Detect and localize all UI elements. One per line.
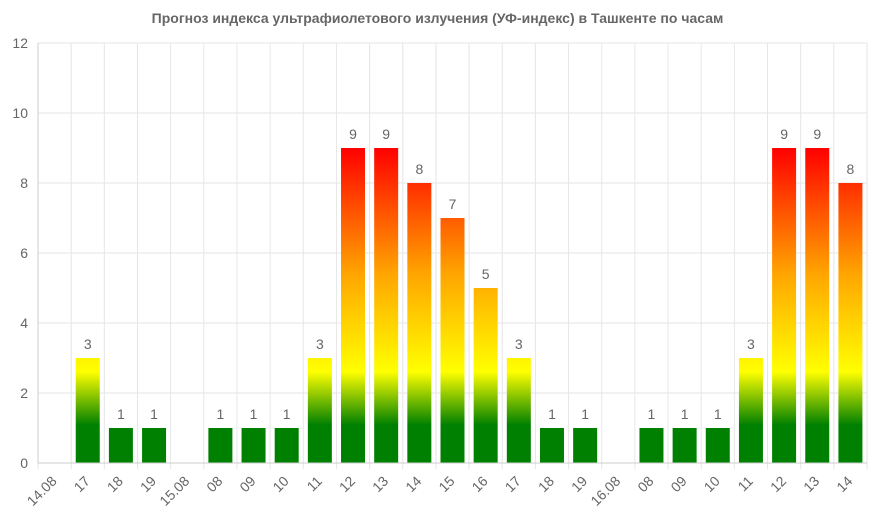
bar-value-label: 9 <box>813 126 821 142</box>
x-tick-label: 09 <box>236 473 258 495</box>
x-tick-label: 17 <box>71 473 93 495</box>
bar-value-label: 5 <box>482 266 490 282</box>
bar <box>738 358 763 463</box>
bar-value-label: 9 <box>349 126 357 142</box>
y-tick-label: 4 <box>20 315 28 331</box>
bar <box>374 148 399 463</box>
bar-value-label: 1 <box>250 406 258 422</box>
x-tick-label: 14.08 <box>24 473 60 509</box>
y-tick-label: 2 <box>20 385 28 401</box>
x-tick-label: 16.08 <box>587 473 623 509</box>
x-tick-label: 11 <box>303 473 325 495</box>
x-tick-label: 18 <box>104 473 126 495</box>
x-tick-label: 08 <box>203 473 225 495</box>
bar-value-label: 1 <box>681 406 689 422</box>
x-tick-label: 16 <box>468 473 490 495</box>
bar <box>639 428 664 463</box>
bar-value-label: 1 <box>216 406 224 422</box>
x-tick-label: 18 <box>535 473 557 495</box>
x-tick-label: 12 <box>336 473 358 495</box>
bar <box>440 218 465 463</box>
bar <box>407 183 432 463</box>
bar-value-label: 1 <box>150 406 158 422</box>
bar-value-label: 1 <box>548 406 556 422</box>
y-tick-label: 6 <box>20 245 28 261</box>
x-tick-label: 19 <box>137 473 159 495</box>
bar <box>274 428 299 463</box>
x-tick-label: 14 <box>402 473 424 495</box>
x-tick-label: 11 <box>734 473 756 495</box>
chart-title: Прогноз индекса ультрафиолетового излуче… <box>151 10 724 26</box>
bar-value-label: 9 <box>780 126 788 142</box>
bar <box>208 428 233 463</box>
bar-value-label: 9 <box>382 126 390 142</box>
bar <box>539 428 564 463</box>
bar <box>506 358 531 463</box>
y-tick-label: 10 <box>12 105 28 121</box>
x-tick-label: 15 <box>435 473 457 495</box>
bar <box>307 358 332 463</box>
bar <box>108 428 133 463</box>
bar <box>672 428 697 463</box>
bar <box>473 288 498 463</box>
x-tick-label: 09 <box>667 473 689 495</box>
bar-value-label: 7 <box>449 196 457 212</box>
bar-value-label: 1 <box>581 406 589 422</box>
bar <box>838 183 863 463</box>
x-tick-label: 19 <box>568 473 590 495</box>
y-tick-label: 12 <box>12 35 28 51</box>
bar-value-label: 1 <box>117 406 125 422</box>
bar <box>241 428 266 463</box>
bar <box>75 358 100 463</box>
bar-value-label: 3 <box>316 336 324 352</box>
bar <box>805 148 830 463</box>
bar-value-label: 3 <box>515 336 523 352</box>
bar-value-label: 3 <box>84 336 92 352</box>
y-tick-label: 8 <box>20 175 28 191</box>
bar-value-label: 1 <box>648 406 656 422</box>
bar-value-label: 8 <box>847 161 855 177</box>
bar <box>142 428 167 463</box>
x-tick-label: 08 <box>634 473 656 495</box>
x-tick-label: 10 <box>269 473 291 495</box>
bar <box>705 428 730 463</box>
x-tick-label: 12 <box>767 473 789 495</box>
x-tick-label: 15.08 <box>156 473 192 509</box>
x-tick-label: 13 <box>800 473 822 495</box>
bar-value-label: 8 <box>415 161 423 177</box>
bar-value-label: 1 <box>283 406 291 422</box>
x-tick-label: 13 <box>369 473 391 495</box>
bar-value-label: 1 <box>714 406 722 422</box>
x-tick-label: 17 <box>502 473 524 495</box>
x-tick-label: 10 <box>701 473 723 495</box>
bar <box>772 148 797 463</box>
bar <box>573 428 598 463</box>
bar-value-label: 3 <box>747 336 755 352</box>
bar <box>341 148 366 463</box>
y-tick-label: 0 <box>20 455 28 471</box>
x-tick-label: 14 <box>833 473 855 495</box>
